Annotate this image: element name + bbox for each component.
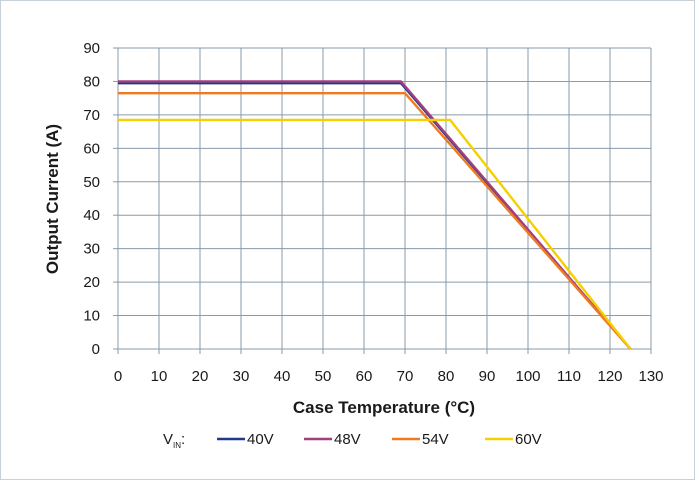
y-tick-label: 0 [92,341,100,358]
x-tick-label: 20 [192,368,209,385]
series-line-54v [118,91,632,350]
legend-prefix: VIN: [163,431,185,450]
x-tick-label: 90 [479,368,496,385]
y-tick-label: 50 [83,174,100,191]
legend-label-60v: 60V [515,431,542,448]
y-tick-label: 60 [83,140,100,157]
y-tick-label: 10 [83,308,100,325]
legend-label-54v: 54V [422,431,449,448]
x-tick-label: 80 [438,368,455,385]
y-axis-title: Output Current (A) [43,124,62,274]
x-tick-label: 30 [233,368,250,385]
y-tick-label: 70 [83,107,100,124]
x-axis-title: Case Temperature (°C) [293,398,475,417]
y-tick-label: 20 [83,274,100,291]
axes [113,47,652,354]
x-tick-label: 110 [557,368,581,385]
series-line-60v [118,118,632,350]
series-line-40v [118,81,632,350]
x-tick-label: 0 [114,368,122,385]
x-tick-label: 50 [315,368,332,385]
y-tick-label: 30 [83,241,100,258]
series-line-48v [118,80,632,350]
x-tick-label: 100 [515,368,540,385]
x-tick-label: 70 [397,368,414,385]
legend: VIN: 40V 48V 54V 60V [163,431,542,450]
y-tick-label: 40 [83,207,100,224]
x-tick-label: 60 [356,368,373,385]
tick-labels: 0 10 20 30 40 50 60 70 80 90 100 110 120 130 0 10 20 30 40… [83,40,663,385]
x-tick-label: 40 [274,368,291,385]
x-tick-label: 10 [151,368,168,385]
x-tick-label: 130 [638,368,663,385]
grid [117,47,652,350]
x-tick-label: 120 [597,368,622,385]
legend-label-40v: 40V [247,431,274,448]
legend-label-48v: 48V [334,431,361,448]
series-lines [118,80,632,350]
y-tick-label: 80 [83,73,100,90]
y-tick-label: 90 [83,40,100,57]
